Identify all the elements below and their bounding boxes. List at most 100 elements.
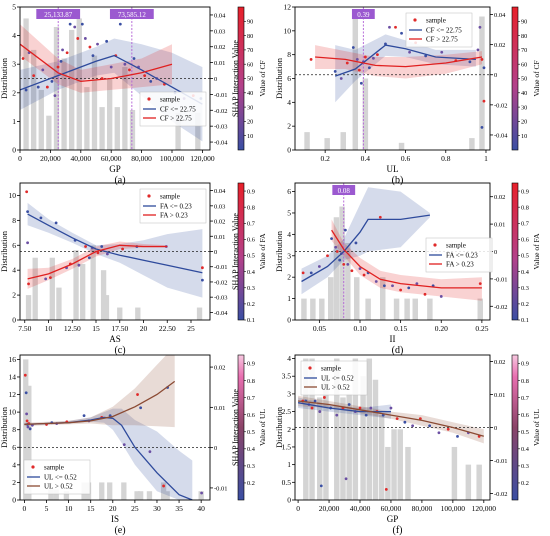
sample-point [309,271,313,275]
hist-bar [366,358,373,500]
hist-bar [477,298,483,320]
hist-bar [412,298,418,320]
x-axis-label: UL [387,164,399,174]
y2-axis-label: SHAP Interaction Value [231,40,240,117]
sample-point [143,74,147,78]
y2-tick-label: 0.03 [214,203,225,210]
sample-point [106,252,109,256]
sample-point [82,414,86,418]
colorbar-tick-label: 0.6 [521,237,529,244]
x-tick-label: 10 [65,504,73,513]
series-line-2 [20,43,173,83]
colorbar-tick-label: 90 [521,19,527,26]
sample-point [23,373,27,377]
hist-bar [352,358,359,500]
hist-bar [319,298,325,320]
sample-point [344,477,348,481]
hist-bar [107,78,113,150]
sample-point [61,48,64,52]
colorbar-tick-label: 70 [247,47,253,54]
y2-tick-label: 0.01 [214,60,225,67]
x-tick-label: 120,000 [472,504,497,513]
colorbar-tick-label: 0.6 [247,237,255,244]
colorbar-tick-label: 10 [521,133,527,140]
colorbar-tick-label: 0.4 [247,446,256,453]
sample-point [91,54,95,58]
legend-marker-sample [31,465,35,469]
x-tick-label: 0.20 [435,324,448,333]
sample-point [480,58,484,61]
hist-bar [53,27,60,150]
hist-bar [362,78,369,150]
sample-point [350,269,354,273]
x-tick-label: 40,000 [70,154,91,163]
sample-point [446,427,450,431]
y-axis-label: Distribution [0,230,9,272]
hist-bar [354,277,360,320]
y-tick-label: 8 [287,50,291,59]
series-band-1 [301,187,430,295]
colorbar-tick-label: 0.8 [247,204,255,211]
sample-point [73,25,77,29]
colorbar-tick-label: 60 [521,61,527,68]
x-tick-label: 120,000 [190,154,215,163]
colorbar-tick-label: 0.2 [521,301,529,308]
y-tick-label: 6 [12,241,16,250]
hist-bar [48,489,54,500]
hist-bar [479,16,485,150]
series-line-2 [331,229,482,289]
sample-point [391,284,394,288]
colorbar-tick-label: 0.1 [247,317,255,324]
colorbar-tick-label: 0.1 [521,317,529,324]
hist-bar [317,397,323,500]
hist-bar [303,358,309,500]
hist-bar [23,359,29,500]
hist-bar [38,89,44,150]
sample-point [123,62,127,66]
y-tick-label: 0 [12,496,16,505]
y2-tick-label: 0.04 [494,12,506,19]
chart-panel-6: 0 20,000 40,000 60,000 80,000 100,000 120,000 0… [274,354,541,536]
threshold-label: 0.39 [357,11,370,19]
y-tick-label: 2 [12,88,16,97]
hist-bar [372,379,379,500]
legend-label: CF <= 22.75 [426,27,462,35]
colorbar-tick-label: 0.4 [247,269,256,276]
hist-bar [107,482,113,500]
colorbar-tick-label: 20 [247,119,253,126]
series-line-2 [298,400,484,437]
sample-point [339,77,343,80]
colorbar-tick-label: 0.5 [521,429,529,436]
plot-area [295,358,490,500]
y-tick-label: 2 [287,425,291,434]
hist-bar [196,307,203,320]
x-axis-label: AS [109,334,121,344]
y-tick-label: 12 [9,390,17,399]
colorbar-label: Value of UL [258,409,267,446]
legend-label: UL <= 0.52 [321,375,354,383]
sample-point [395,417,399,421]
colorbar-tick-label: 0.9 [247,361,255,368]
threshold-label: 73,585.12 [118,11,147,19]
sample-point [149,79,153,83]
sample-point [363,55,367,59]
y-tick-label: 2 [287,273,291,282]
x-tick-label: 0.05 [313,324,326,333]
legend-label: CF > 22.75 [426,36,458,44]
colorbar-tick-label: 30 [247,104,253,111]
y-tick-label: 8 [12,425,16,434]
y2-tick-label: 0.04 [214,188,226,195]
sample-point [347,403,351,406]
sample-point [355,58,359,61]
sample-point [428,424,432,428]
sample-point [400,31,403,35]
y2-tick-label: -0.04 [214,140,228,147]
y-tick-label: 3 [287,389,291,398]
x-tick-label: 80,000 [412,504,433,513]
y2-tick-label: -0.02 [214,279,228,286]
y2-tick-label: 0.02 [214,219,225,226]
x-tick-label: 25 [131,504,139,513]
sample-point [136,393,139,396]
